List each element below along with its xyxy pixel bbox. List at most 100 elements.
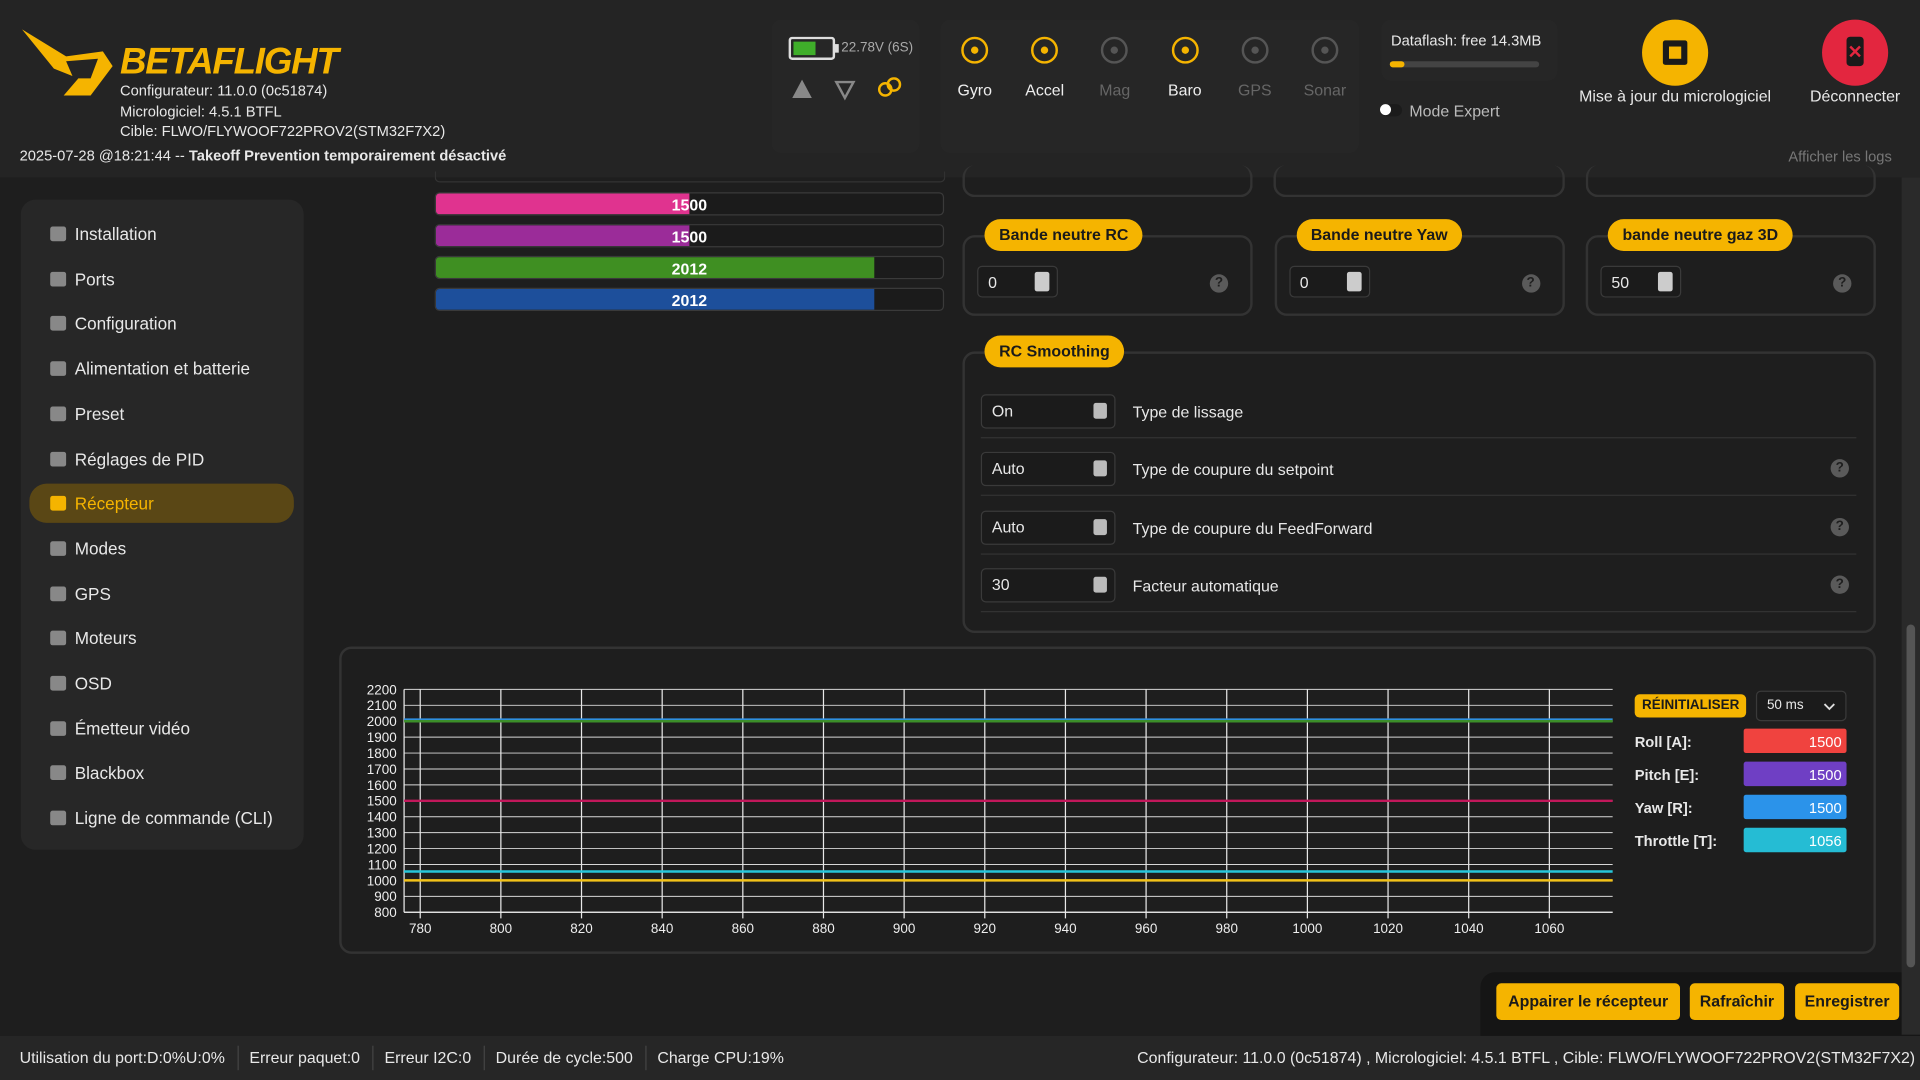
sensors-panel: GyroAccelMagBaroGPSSonar bbox=[940, 20, 1359, 153]
disconnect[interactable]: Déconnecter bbox=[1810, 87, 1900, 105]
x-tick-label: 780 bbox=[409, 921, 431, 936]
action-button[interactable]: Enregistrer bbox=[1795, 983, 1899, 1020]
reset-button[interactable]: RÉINITIALISER bbox=[1635, 694, 1747, 717]
nav-icon bbox=[50, 451, 66, 466]
sensor-icon bbox=[1307, 32, 1344, 69]
scroll-thumb[interactable] bbox=[1907, 624, 1916, 967]
dropdown bbox=[1093, 577, 1106, 593]
cut-box bbox=[962, 165, 1252, 197]
firmware-version: Micrologiciel: 4.5.1 BTFL bbox=[120, 103, 282, 120]
nav-item[interactable]: Ligne de commande (CLI) bbox=[29, 798, 293, 837]
nav-icon bbox=[50, 361, 66, 376]
help-icon[interactable]: ? bbox=[1831, 576, 1849, 594]
row-divider bbox=[981, 553, 1857, 554]
nav-item[interactable]: OSD bbox=[29, 664, 293, 703]
nav-item[interactable]: Blackbox bbox=[29, 754, 293, 793]
usb-icon bbox=[1822, 20, 1888, 86]
aux-track: 2012 bbox=[435, 288, 944, 311]
dropdown bbox=[1093, 519, 1106, 535]
smoothing-input[interactable]: 30 bbox=[981, 568, 1116, 602]
help-icon[interactable]: ? bbox=[1521, 274, 1539, 292]
nav-icon bbox=[50, 586, 66, 601]
status-item: Erreur I2C:0 bbox=[384, 1048, 471, 1066]
x-tick-label: 860 bbox=[732, 921, 754, 936]
channel-meter: 1500 bbox=[1744, 762, 1847, 786]
y-tick-label: 1500 bbox=[367, 794, 397, 809]
aux-value: 2012 bbox=[436, 260, 943, 278]
y-tick-label: 900 bbox=[374, 889, 396, 904]
nav-label: Ports bbox=[75, 269, 115, 289]
y-tick-label: 1700 bbox=[367, 762, 397, 777]
nav-item[interactable]: Modes bbox=[29, 529, 293, 568]
refresh-select[interactable]: 50 ms bbox=[1756, 691, 1847, 722]
nav-label: Configuration bbox=[75, 314, 177, 334]
x-tick-label: 800 bbox=[490, 921, 512, 936]
smoothing-input[interactable]: Auto bbox=[981, 451, 1116, 485]
action-button[interactable]: Rafraîchir bbox=[1690, 983, 1784, 1020]
smoothing-input[interactable]: On bbox=[981, 394, 1116, 428]
channel-value: 1056 bbox=[1809, 833, 1842, 850]
aux-value: 1500 bbox=[436, 196, 943, 214]
nav-item[interactable]: Récepteur bbox=[29, 484, 293, 523]
row-divider bbox=[981, 437, 1857, 438]
help-icon[interactable]: ? bbox=[1831, 459, 1849, 477]
show-logs[interactable]: Afficher les logs bbox=[1788, 148, 1891, 165]
sensor-label: GPS bbox=[1238, 81, 1272, 99]
smoothing-label: Facteur automatique bbox=[1133, 577, 1279, 595]
logo: BETAFLIGHT bbox=[120, 42, 338, 84]
help-icon[interactable]: ? bbox=[1833, 274, 1851, 292]
y-tick-label: 1600 bbox=[367, 778, 397, 793]
nav-label: Blackbox bbox=[75, 763, 145, 783]
log-line: 2025-07-28 @18:21:44 -- Takeoff Preventi… bbox=[20, 147, 507, 164]
nav-icon bbox=[50, 496, 66, 511]
y-tick-label: 1300 bbox=[367, 826, 397, 841]
channel-value: 1500 bbox=[1809, 733, 1842, 750]
nav-item[interactable]: Alimentation et batterie bbox=[29, 349, 293, 388]
scrollbar[interactable] bbox=[1902, 178, 1920, 1035]
nav-item[interactable]: Preset bbox=[29, 394, 293, 433]
nav-icon bbox=[50, 227, 66, 242]
aux-track: 2012 bbox=[435, 256, 944, 279]
update-button[interactable] bbox=[1642, 20, 1708, 86]
deadband-input[interactable]: 0 bbox=[1289, 266, 1370, 298]
action-button[interactable]: Appairer le récepteur bbox=[1496, 983, 1680, 1020]
nav-item[interactable]: Installation bbox=[29, 214, 293, 253]
dropdown bbox=[1093, 403, 1106, 419]
channel-name: Pitch [E]: bbox=[1635, 767, 1699, 784]
battery-icon bbox=[789, 37, 840, 61]
nav-item[interactable]: Réglages de PID bbox=[29, 439, 293, 478]
status-right: Configurateur: 11.0.0 (0c51874) , Microl… bbox=[1137, 1048, 1915, 1066]
nav-item[interactable]: Moteurs bbox=[29, 619, 293, 658]
help-icon[interactable]: ? bbox=[1831, 517, 1849, 535]
y-tick-label: 2100 bbox=[367, 698, 397, 713]
nav-item[interactable]: Ports bbox=[29, 259, 293, 298]
nav-item[interactable]: GPS bbox=[29, 574, 293, 613]
nav-item[interactable]: Configuration bbox=[29, 304, 293, 343]
x-tick-label: 1020 bbox=[1373, 921, 1403, 936]
help-icon[interactable]: ? bbox=[1210, 274, 1228, 292]
channel-meter: 1500 bbox=[1744, 729, 1847, 753]
nav-item[interactable]: Émetteur vidéo bbox=[29, 709, 293, 748]
x-tick-label: 1040 bbox=[1454, 921, 1484, 936]
icon-shape bbox=[1041, 47, 1048, 54]
disconnect-button[interactable] bbox=[1822, 20, 1888, 86]
spinner bbox=[1346, 272, 1361, 292]
spinner bbox=[1658, 272, 1673, 292]
nav-icon bbox=[50, 766, 66, 781]
icon-shape bbox=[1251, 47, 1258, 54]
deadband-input[interactable]: 0 bbox=[977, 266, 1058, 298]
battery-voltage: 22.78V (6S) bbox=[841, 40, 913, 55]
y-tick-label: 2200 bbox=[367, 682, 397, 697]
status-divider bbox=[645, 1046, 646, 1070]
y-tick-label: 1100 bbox=[368, 857, 397, 872]
x-tick-label: 920 bbox=[974, 921, 996, 936]
sensor-icon bbox=[1096, 32, 1133, 69]
smoothing-input[interactable]: Auto bbox=[981, 510, 1116, 544]
deadband-input[interactable]: 50 bbox=[1600, 266, 1681, 298]
update-firmware[interactable]: Mise à jour du micrologiciel bbox=[1579, 87, 1771, 105]
channel-meter: 1500 bbox=[1744, 795, 1847, 819]
channel-meter: 1056 bbox=[1744, 828, 1847, 852]
nav-icon bbox=[50, 271, 66, 286]
expert-toggle[interactable] bbox=[1380, 104, 1402, 116]
